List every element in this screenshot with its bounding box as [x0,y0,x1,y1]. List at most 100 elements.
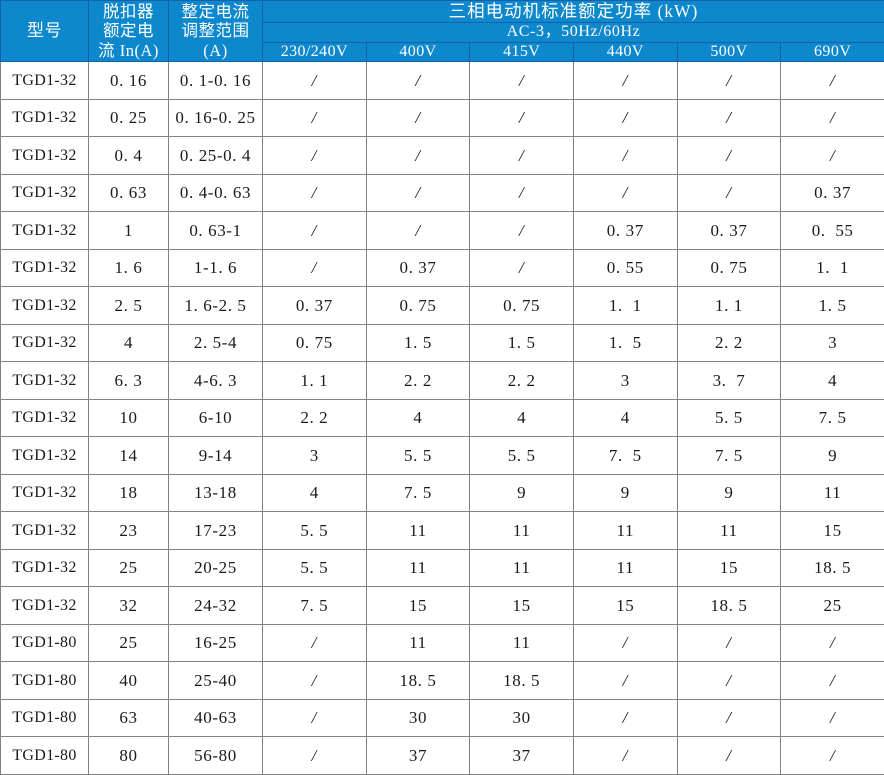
cell-model: TGD1-32 [0,473,89,513]
cell-rated-current: 80 [88,736,169,775]
cell-power-230-240v: / [262,211,367,250]
cell-power-440v: / [572,136,678,175]
cell-adjust-range: 0. 16-0. 25 [168,98,263,138]
cell-power-400v: 37 [365,736,471,775]
cell-power-415v: / [469,136,574,175]
cell-power-415v: 0. 75 [469,286,574,325]
cell-power-440v: / [572,623,678,663]
cell-model: TGD1-32 [0,586,89,625]
cell-model: TGD1-32 [0,98,89,138]
cell-power-400v: 15 [365,586,471,625]
cell-power-400v: 5. 5 [365,436,471,475]
cell-adjust-range: 9-14 [168,436,263,475]
cell-adjust-range: 1. 6-2. 5 [168,286,263,325]
table-row: TGD1-32 25 20-25 5. 5 11 11 11 15 18. 5 [0,548,884,588]
cell-power-230-240v: / [262,98,367,138]
cell-power-400v: 2. 2 [365,361,471,400]
cell-adjust-range: 0. 25-0. 4 [168,136,263,175]
header-voltage-230-240v: 230/240V [262,41,367,63]
cell-rated-current: 0. 25 [88,98,169,138]
cell-power-230-240v: 0. 37 [262,286,367,325]
cell-power-500v: / [676,98,782,138]
cell-adjust-range: 56-80 [168,736,263,775]
cell-adjust-range: 1-1. 6 [168,248,263,288]
cell-model: TGD1-32 [0,211,89,250]
table-row: TGD1-32 18 13-18 4 7. 5 9 9 9 11 [0,473,884,513]
cell-power-415v: 11 [469,511,574,550]
cell-power-415v: / [469,248,574,288]
cell-power-400v: 4 [365,398,471,438]
cell-rated-current: 0. 16 [88,61,169,100]
cell-power-415v: 15 [469,586,574,625]
table-row: TGD1-80 40 25-40/18. 5 18. 5// / [0,661,884,700]
cell-rated-current: 14 [88,436,169,475]
cell-power-415v: / [469,98,574,138]
cell-power-690v: 4 [780,361,884,400]
cell-adjust-range: 13-18 [168,473,263,513]
cell-power-230-240v: / [262,61,367,100]
cell-power-230-240v: / [262,661,367,700]
cell-model: TGD1-80 [0,623,89,663]
table-row: TGD1-32 0. 16 0. 1-0. 16// / / / / [0,61,884,100]
cell-power-440v: 1. 5 [572,323,678,363]
cell-power-400v: 30 [365,698,471,738]
cell-power-415v: 18. 5 [469,661,574,700]
cell-power-400v: / [365,136,471,175]
cell-power-440v: / [572,661,678,700]
cell-model: TGD1-32 [0,61,89,100]
cell-rated-current: 25 [88,548,169,588]
cell-power-690v: 9 [780,436,884,475]
cell-rated-current: 0. 4 [88,136,169,175]
cell-power-690v: / [780,623,884,663]
cell-power-440v: 11 [572,511,678,550]
header-voltage-415v: 415V [469,41,574,63]
table-row: TGD1-80 63 40-63/30 30// / [0,698,884,738]
cell-power-690v: / [780,736,884,775]
table-row: TGD1-32 23 17-23 5. 5 11 11 11 11 15 [0,511,884,550]
cell-adjust-range: 17-23 [168,511,263,550]
header-voltage-690v: 690V [780,41,884,63]
cell-model: TGD1-32 [0,511,89,550]
table-header: 型号 脱扣器 额定电流 In(A) 整定电流 调整范围 (A) 三相电动机标准额定功率… [0,0,884,63]
cell-power-690v: 7. 5 [780,398,884,438]
table-row: TGD1-32 0. 25 0. 16-0. 25// / / / / [0,98,884,138]
cell-model: TGD1-32 [0,361,89,400]
cell-rated-current: 1. 6 [88,248,169,288]
cell-power-230-240v: 4 [262,473,367,513]
cell-adjust-range: 0. 63-1 [168,211,263,250]
cell-power-440v: 0. 37 [572,211,678,250]
table-body: TGD1-32 0. 16 0. 1-0. 16// / / / / TGD1-32 0. 25… [0,61,884,775]
cell-power-415v: / [469,211,574,250]
cell-power-400v: 18. 5 [365,661,471,700]
cell-power-415v: 1. 5 [469,323,574,363]
cell-power-230-240v: 0. 75 [262,323,367,363]
cell-adjust-range: 25-40 [168,661,263,700]
cell-power-500v: 11 [676,511,782,550]
cell-power-415v: 2. 2 [469,361,574,400]
cell-rated-current: 1 [88,211,169,250]
cell-adjust-range: 0. 1-0. 16 [168,61,263,100]
table-row: TGD1-32 32 24-32 7. 5 15 15 15 18. 5 25 [0,586,884,625]
cell-power-500v: 3. 7 [676,361,782,400]
cell-rated-current: 2. 5 [88,286,169,325]
cell-power-400v: / [365,173,471,213]
cell-power-230-240v: 5. 5 [262,548,367,588]
cell-power-500v: 15 [676,548,782,588]
cell-power-690v: 1. 1 [780,248,884,288]
cell-power-400v: 11 [365,511,471,550]
cell-power-500v: / [676,698,782,738]
cell-power-400v: 1. 5 [365,323,471,363]
cell-power-415v: 5. 5 [469,436,574,475]
cell-power-440v: 15 [572,586,678,625]
table-row: TGD1-32 0. 4 0. 25-0. 4// / / / / [0,136,884,175]
cell-model: TGD1-32 [0,398,89,438]
header-row-title: 型号 脱扣器 额定电流 In(A) 整定电流 调整范围 (A) 三相电动机标准额定功率… [0,0,884,63]
cell-power-400v: 0. 75 [365,286,471,325]
cell-power-500v: 18. 5 [676,586,782,625]
cell-rated-current: 40 [88,661,169,700]
cell-power-690v: / [780,61,884,100]
header-voltage-500v: 500V [676,41,782,63]
